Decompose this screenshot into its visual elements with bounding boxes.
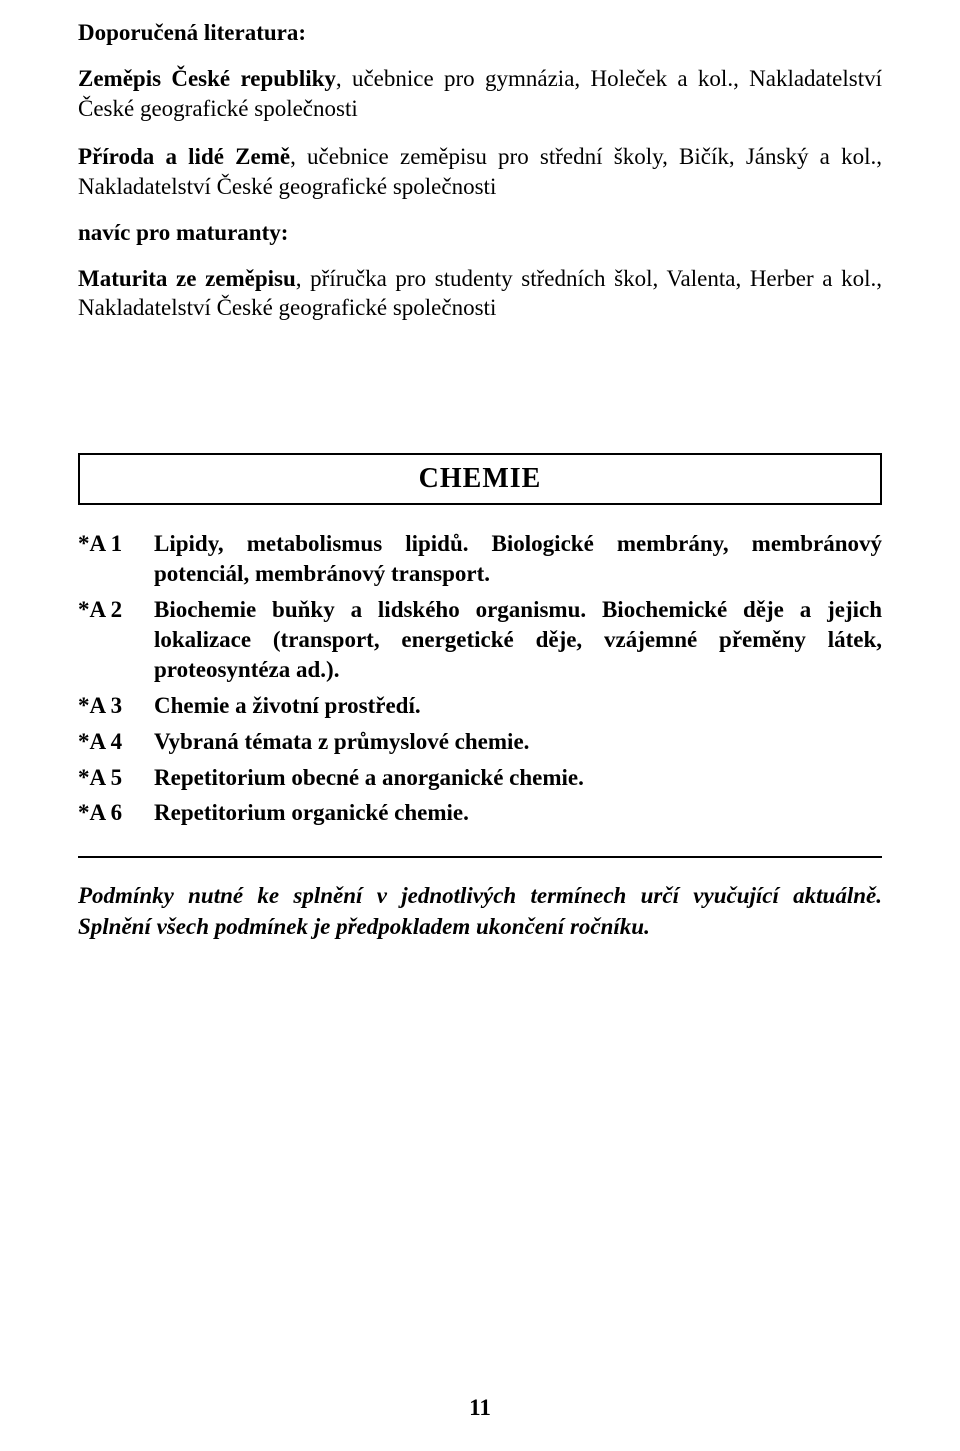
book-entry: Maturita ze zeměpisu, příručka pro stude… (78, 264, 882, 324)
literature-heading: Doporučená literatura: (78, 20, 882, 46)
for-students-label: navíc pro maturanty: (78, 220, 882, 246)
topic-row: *A 3 Chemie a životní prostředí. (78, 691, 882, 721)
topic-row: *A 1 Lipidy, metabolismus lipidů. Biolog… (78, 529, 882, 589)
page-number: 11 (0, 1395, 960, 1421)
book-title: Zeměpis České republiky (78, 66, 336, 91)
topic-row: *A 4 Vybraná témata z průmyslové chemie. (78, 727, 882, 757)
book-entry: Příroda a lidé Země, učebnice zeměpisu p… (78, 142, 882, 202)
topic-text: Vybraná témata z průmyslové chemie. (154, 727, 882, 757)
chemie-title-box: CHEMIE (78, 453, 882, 505)
topic-code: *A 5 (78, 763, 154, 793)
topic-code: *A 2 (78, 595, 154, 685)
topic-text: Chemie a životní prostředí. (154, 691, 882, 721)
topic-code: *A 3 (78, 691, 154, 721)
topic-code: *A 1 (78, 529, 154, 589)
topic-row: *A 2 Biochemie buňky a lidského organism… (78, 595, 882, 685)
topic-code: *A 4 (78, 727, 154, 757)
topic-row: *A 6 Repetitorium organické chemie. (78, 798, 882, 828)
topic-text: Repetitorium organické chemie. (154, 798, 882, 828)
book-title: Příroda a lidé Země (78, 144, 290, 169)
topic-code: *A 6 (78, 798, 154, 828)
topic-text: Biochemie buňky a lidského organismu. Bi… (154, 595, 882, 685)
literature-section: Doporučená literatura: Zeměpis České rep… (78, 20, 882, 323)
book-entry: Zeměpis České republiky, učebnice pro gy… (78, 64, 882, 124)
topic-row: *A 5 Repetitorium obecné a anorganické c… (78, 763, 882, 793)
book-title: Maturita ze zeměpisu (78, 266, 296, 291)
chemie-title: CHEMIE (419, 463, 542, 494)
topic-text: Repetitorium obecné a anorganické chemie… (154, 763, 882, 793)
chemie-topic-list: *A 1 Lipidy, metabolismus lipidů. Biolog… (78, 529, 882, 828)
topic-text: Lipidy, metabolismus lipidů. Biologické … (154, 529, 882, 589)
conditions-text: Podmínky nutné ke splnění v jednotlivých… (78, 880, 882, 942)
divider-line (78, 856, 882, 858)
